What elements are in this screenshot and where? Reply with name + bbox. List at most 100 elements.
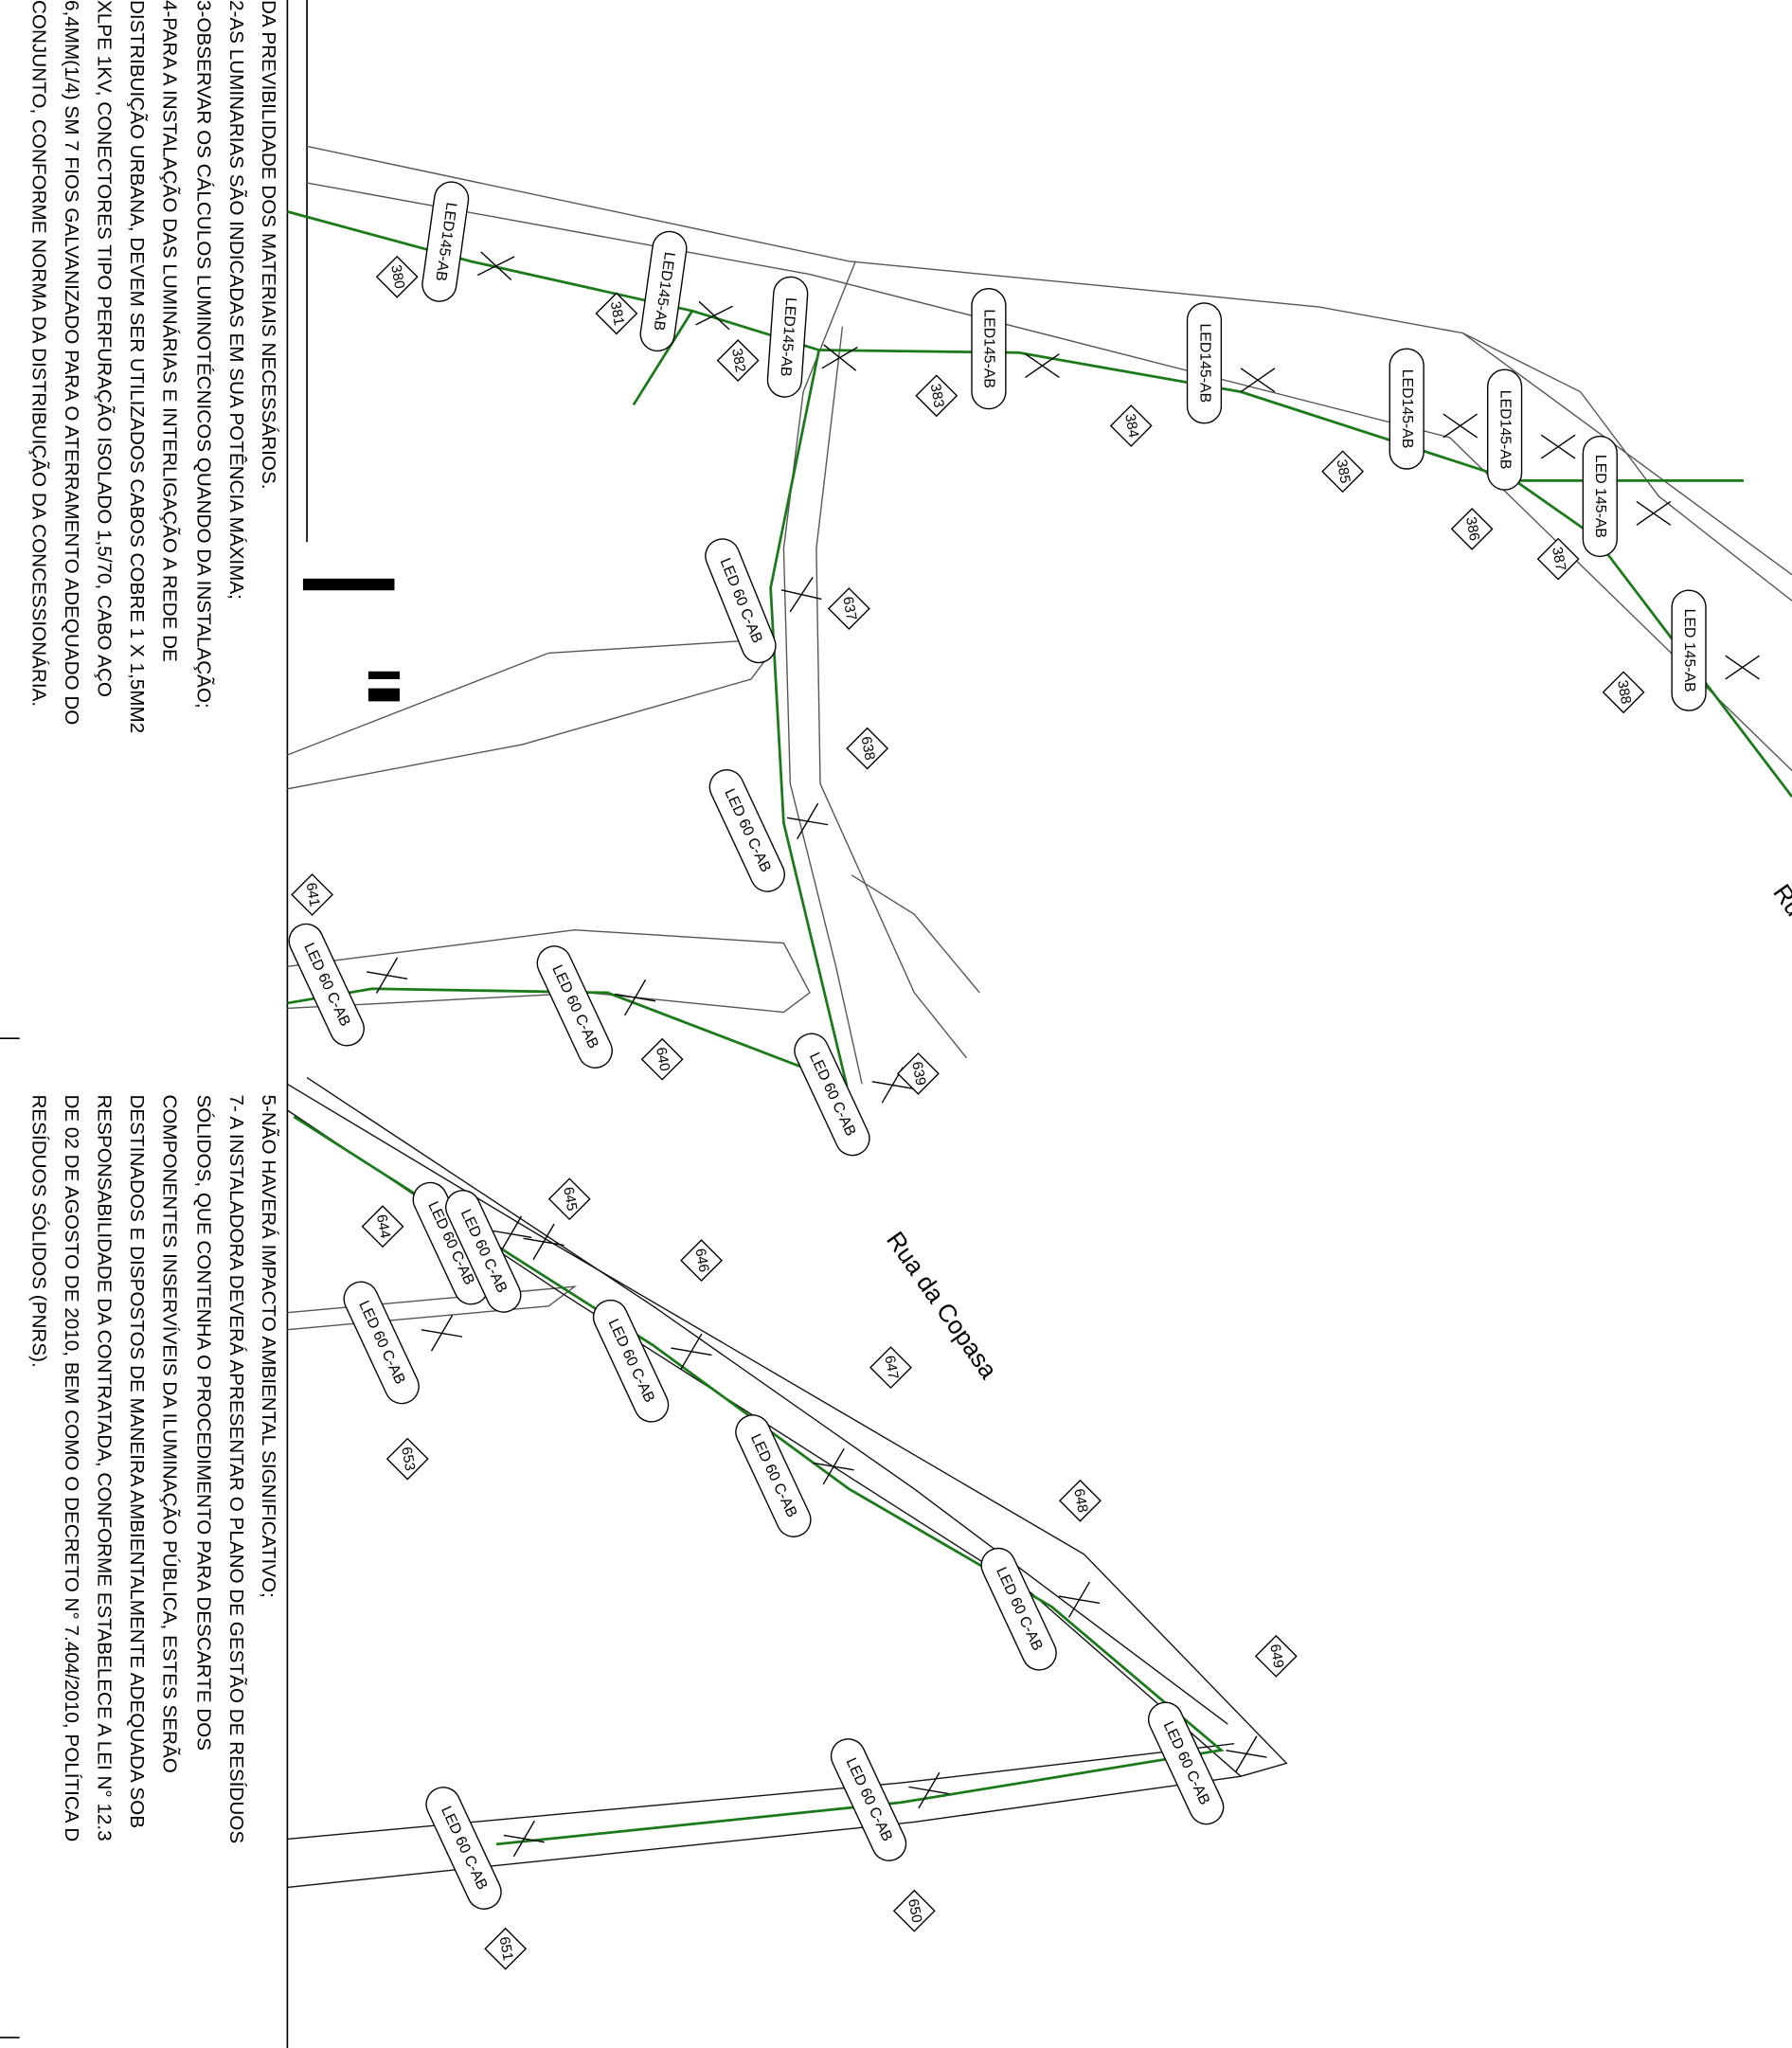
pole-number: 653 — [385, 1437, 429, 1481]
pole-diamond — [1450, 508, 1494, 550]
luminaire-label: LED145-AB — [1186, 302, 1276, 424]
pole-number-text: 649 — [1266, 1643, 1286, 1669]
pole-diamond — [484, 1927, 528, 1970]
label-outline — [1389, 348, 1425, 470]
pole-diamond — [291, 873, 334, 916]
luminaire-label: LED 60 C-AB — [536, 945, 656, 1069]
pole-number-text: 645 — [560, 1186, 580, 1213]
pole-number-text: 646 — [691, 1248, 711, 1274]
label-outline — [1487, 368, 1523, 491]
scale-bar — [302, 578, 395, 591]
pole-number: 639 — [897, 1051, 940, 1095]
pole-number-text: 386 — [1462, 515, 1482, 542]
pole-symbol — [421, 1315, 463, 1352]
north-symbol — [367, 671, 400, 702]
pole-number: 647 — [869, 1346, 912, 1390]
label-outline — [639, 230, 688, 352]
pole-diamond — [716, 339, 760, 382]
pole-symbol — [1240, 368, 1276, 393]
note-line: 3-OBSERVAR OS CÁLCULOS LUMINOTÉCNICOS QU… — [192, 0, 215, 709]
label-text: LED 145-AB — [1592, 455, 1608, 538]
pole-number-text: 653 — [398, 1446, 418, 1472]
pole-symbol — [1725, 655, 1760, 680]
pole-number-text: 641 — [303, 881, 323, 907]
pole-symbol — [813, 1447, 854, 1485]
pole-diamond — [1109, 404, 1153, 447]
pole-diamond — [375, 255, 419, 298]
pole-number-text: 382 — [728, 348, 748, 374]
pole-number-text: 384 — [1121, 412, 1141, 439]
note-line: 2-AS LUMINARIAS SÃO INDICADAS EM SUA POT… — [225, 0, 248, 600]
pole-symbol — [671, 1333, 712, 1370]
label-outline — [794, 1033, 870, 1157]
luminaire-label: LED145-AB — [639, 230, 733, 352]
note-line: 6,4MM(1/4) SM 7 FIOS GALVANIZADO PARA O … — [61, 0, 82, 725]
label-outline — [425, 1787, 502, 1910]
note-line: DE 02 DE AGOSTO DE 2010, BEM COMO O DECR… — [61, 1094, 82, 1841]
pole-diamond — [640, 1037, 684, 1081]
pole-diamond — [1602, 671, 1645, 714]
pole-number: 650 — [892, 1889, 936, 1932]
note-line: RESPONSABILIDADE DA CONTRATADA, CONFORME… — [93, 1094, 115, 1841]
pole-number-text: 650 — [905, 1897, 924, 1924]
note-line: 5-NÃO HAVERÁ IMPACTO AMBIENTAL SIGNIFICA… — [258, 1094, 280, 1597]
pole-diamond — [1254, 1634, 1298, 1678]
label-outline — [705, 538, 777, 664]
label-outline — [592, 1299, 670, 1423]
pole-number: 641 — [291, 873, 334, 916]
pole-diamond — [915, 374, 959, 418]
note-line: RESÍDUOS SÓLIDOS (PNRS). — [28, 1094, 50, 1367]
label-outline — [1147, 1701, 1225, 1825]
pole-symbol — [908, 1771, 950, 1809]
frame — [0, 0, 308, 2048]
pole-number-text: 383 — [927, 383, 947, 409]
pole-diamond — [1059, 1479, 1102, 1522]
luminaire-label: LED145-AB — [766, 276, 858, 398]
luminaire-label: LED145-AB — [421, 181, 515, 302]
label-outline — [445, 1190, 522, 1313]
pole-number-text: 381 — [607, 300, 627, 327]
pole-symbol — [614, 979, 656, 1016]
pole-diamond — [892, 1889, 936, 1932]
note-line: 7- A INSTALADORA DEVERÁ APRESENTAR O PLA… — [225, 1094, 248, 1843]
pole-symbol — [490, 1215, 532, 1252]
luminaire-label: LED 145-AB — [1671, 589, 1760, 711]
label-outline — [830, 1738, 907, 1861]
pole-symbol — [476, 251, 515, 280]
note-line: DESTINADOS E DISPOSTOS DE MANEIRA AMBIEN… — [126, 1094, 148, 1828]
label-text: LED 145-AB — [1681, 609, 1697, 692]
pole-symbol — [821, 344, 858, 371]
pole-number: 638 — [846, 727, 889, 770]
pole-number-text: 644 — [373, 1213, 393, 1240]
pole-number: 380 — [375, 255, 419, 298]
pole-number: 637 — [827, 587, 870, 630]
luminaire-label: LED 60 C-AB — [708, 769, 829, 892]
pole-number: 651 — [484, 1927, 528, 1970]
pole-number: 381 — [595, 292, 638, 335]
pole-symbol — [1025, 353, 1060, 379]
note-line: XLPE 1KV, CONECTORES TIPO PERFURAÇÃO ISO… — [93, 0, 116, 697]
luminaire-label: LED145-AB — [1389, 348, 1478, 470]
pole-symbol — [366, 957, 408, 994]
pole-number: 384 — [1109, 404, 1153, 447]
pole-symbol — [1058, 1581, 1101, 1618]
pole-number: 387 — [1536, 537, 1580, 581]
pole-number-text: 651 — [496, 1935, 516, 1962]
pole-number: 640 — [640, 1037, 684, 1081]
pole-diamond — [595, 292, 638, 335]
pole-symbol — [787, 802, 829, 840]
luminaire-label: LED145-AB — [971, 288, 1060, 410]
note-line: 4-PARA A INSTALAÇÃO DAS LUMINÁRIAS E INT… — [158, 0, 181, 662]
symbols: LED145-AB LED145-AB LED145-AB LED145-AB LED1… — [288, 181, 1760, 1970]
pole-diamond — [1536, 537, 1580, 581]
label-text: LED145-AB — [1496, 390, 1513, 470]
pole-number-text: 639 — [908, 1060, 928, 1087]
pole-symbol — [523, 1223, 564, 1261]
label-outline — [288, 923, 365, 1047]
pole-number-text: 648 — [1070, 1487, 1090, 1514]
pole-number-text: 637 — [839, 596, 859, 622]
label-outline — [1582, 435, 1618, 558]
pole-diamond — [897, 1051, 940, 1095]
pole-diamond — [361, 1205, 404, 1249]
